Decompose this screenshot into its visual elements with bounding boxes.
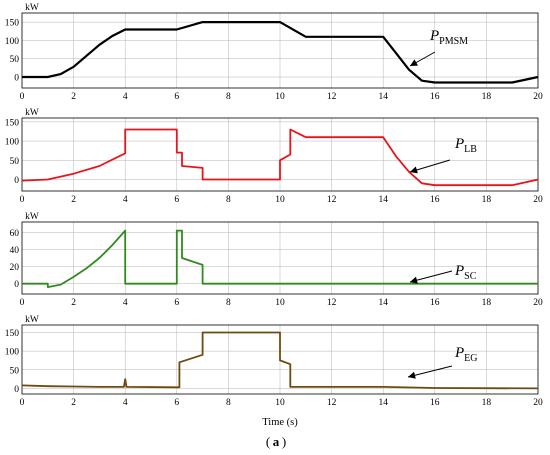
series-label-sc: PSC [454, 263, 477, 282]
series-label-eg: PEG [454, 345, 478, 364]
x-tick-label: 20 [533, 398, 543, 408]
caption-letter: a [273, 434, 280, 449]
x-tick-label: 10 [275, 92, 285, 102]
x-tick-label: 12 [327, 92, 337, 102]
pointer-arrow-head [410, 276, 418, 284]
x-tick-label: 10 [275, 195, 285, 205]
plot-frame [21, 12, 539, 89]
x-tick-label: 8 [226, 195, 231, 205]
caption-open: ( [266, 434, 270, 449]
x-tick-label: 16 [430, 398, 440, 408]
pointer-arrow-line [407, 365, 453, 378]
x-tick-label: 8 [226, 298, 231, 308]
x-tick-label: 4 [123, 398, 128, 408]
x-tick-label: 16 [430, 195, 440, 205]
x-tick-label: 0 [20, 92, 25, 102]
y-tick-label: 0 [14, 385, 19, 395]
x-tick-label: 18 [482, 298, 492, 308]
y-tick-label: 100 [5, 138, 20, 148]
x-tick-label: 16 [430, 298, 440, 308]
chart-panel-4: 0 50 100 150 0 2 4 6 8 10 12 14 16 18 20 kW PEG [5, 315, 543, 408]
chart-panel-1: 0 50 100 150 0 2 4 6 8 10 12 14 16 18 20 kW PPMSM [5, 3, 543, 102]
plot-frame [21, 324, 539, 395]
x-tick-label: 2 [71, 92, 76, 102]
x-tick-label: 0 [20, 195, 25, 205]
chart-panel-3: 0 20 40 60 0 2 4 6 8 10 12 14 16 18 20 kW PSC [10, 212, 544, 308]
y-tick-label: 150 [5, 19, 20, 29]
x-tick-label: 20 [533, 195, 543, 205]
x-tick-label: 2 [71, 195, 76, 205]
y-tick-label: 0 [14, 176, 19, 186]
plot-frame [21, 221, 539, 295]
pointer-arrow-head [408, 371, 416, 379]
y-tick-label: 40 [10, 246, 20, 256]
x-tick-label: 20 [533, 92, 543, 102]
x-tick-label: 14 [378, 92, 388, 102]
y-tick-label: 150 [5, 329, 20, 339]
x-tick-label: 6 [174, 92, 179, 102]
x-tick-label: 18 [482, 398, 492, 408]
series-line-lb [21, 128, 539, 187]
x-tick-label: 16 [430, 92, 440, 102]
x-tick-label: 4 [123, 92, 128, 102]
figure-caption: ( a ) [266, 434, 286, 449]
x-tick-label: 4 [123, 195, 128, 205]
y-unit-label: kW [25, 212, 39, 222]
y-unit-label: kW [25, 3, 39, 13]
x-axis-label: Time (s) [262, 417, 298, 428]
x-tick-label: 14 [378, 298, 388, 308]
x-tick-label: 10 [275, 298, 285, 308]
y-tick-label: 100 [5, 348, 20, 358]
y-tick-label: 20 [10, 263, 20, 273]
x-tick-label: 0 [20, 298, 25, 308]
series-label-lb: PLB [454, 136, 477, 155]
caption-close: ) [282, 434, 286, 449]
series-line-pmsm [22, 21, 539, 84]
y-unit-label: kW [25, 108, 39, 118]
x-tick-label: 2 [71, 398, 76, 408]
x-tick-label: 18 [482, 92, 492, 102]
pointer-arrow-line [409, 270, 453, 283]
x-tick-label: 2 [71, 298, 76, 308]
series-label-pmsm: PPMSM [429, 28, 468, 47]
x-tick-label: 8 [226, 398, 231, 408]
y-tick-label: 50 [10, 157, 20, 167]
x-tick-label: 12 [327, 398, 337, 408]
x-tick-label: 14 [378, 195, 388, 205]
x-tick-label: 0 [20, 398, 25, 408]
y-unit-label: kW [25, 315, 39, 325]
x-tick-label: 12 [327, 195, 337, 205]
x-tick-label: 4 [123, 298, 128, 308]
chart-panel-2: 0 50 100 150 0 2 4 6 8 10 12 14 16 18 20 kW PLB [5, 108, 543, 205]
plot-frame [21, 117, 539, 192]
y-tick-label: 0 [14, 280, 19, 290]
series-line-sc [22, 229, 538, 289]
x-tick-label: 6 [174, 298, 179, 308]
y-tick-label: 150 [5, 118, 20, 128]
series-line-eg [21, 331, 539, 390]
x-tick-label: 14 [378, 398, 388, 408]
x-tick-label: 6 [174, 398, 179, 408]
y-tick-label: 50 [10, 55, 20, 65]
pointer-arrow-head [410, 59, 418, 66]
x-tick-label: 12 [327, 298, 337, 308]
x-tick-label: 20 [533, 298, 543, 308]
y-tick-label: 50 [10, 366, 20, 376]
x-tick-label: 10 [275, 398, 285, 408]
pointer-arrow-head [410, 166, 418, 174]
y-tick-label: 60 [10, 229, 20, 239]
x-tick-label: 6 [174, 195, 179, 205]
x-tick-label: 8 [226, 92, 231, 102]
y-tick-label: 100 [5, 37, 20, 47]
y-tick-label: 0 [14, 74, 19, 84]
x-tick-label: 18 [482, 195, 492, 205]
